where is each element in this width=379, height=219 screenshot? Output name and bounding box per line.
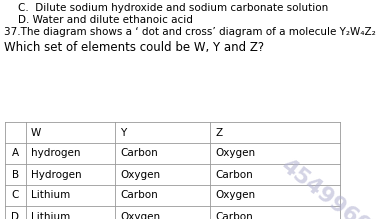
Text: Which set of elements could be W, Y and Z?: Which set of elements could be W, Y and … bbox=[4, 41, 264, 54]
Text: D: D bbox=[11, 212, 19, 219]
Text: Lithium: Lithium bbox=[31, 212, 70, 219]
Text: C.  Dilute sodium hydroxide and sodium carbonate solution: C. Dilute sodium hydroxide and sodium ca… bbox=[18, 3, 328, 13]
Text: 4549960: 4549960 bbox=[276, 156, 374, 219]
Text: Oxygen: Oxygen bbox=[215, 148, 255, 159]
Text: Lithium: Lithium bbox=[31, 191, 70, 201]
Text: Oxygen: Oxygen bbox=[215, 191, 255, 201]
Text: B: B bbox=[12, 170, 19, 180]
Text: D. Water and dilute ethanoic acid: D. Water and dilute ethanoic acid bbox=[18, 15, 193, 25]
Text: Carbon: Carbon bbox=[215, 212, 253, 219]
Text: Oxygen: Oxygen bbox=[120, 212, 160, 219]
Text: A: A bbox=[12, 148, 19, 159]
Text: W: W bbox=[31, 127, 41, 138]
Text: C: C bbox=[12, 191, 19, 201]
Text: Z: Z bbox=[215, 127, 222, 138]
Text: Carbon: Carbon bbox=[215, 170, 253, 180]
Text: hydrogen: hydrogen bbox=[31, 148, 80, 159]
Text: Carbon: Carbon bbox=[120, 191, 158, 201]
Text: Carbon: Carbon bbox=[120, 148, 158, 159]
Text: Oxygen: Oxygen bbox=[120, 170, 160, 180]
Text: 37.The diagram shows a ‘ dot and cross’ diagram of a molecule Y₂W₄Z₂: 37.The diagram shows a ‘ dot and cross’ … bbox=[4, 27, 376, 37]
Text: Y: Y bbox=[120, 127, 126, 138]
Text: Hydrogen: Hydrogen bbox=[31, 170, 81, 180]
